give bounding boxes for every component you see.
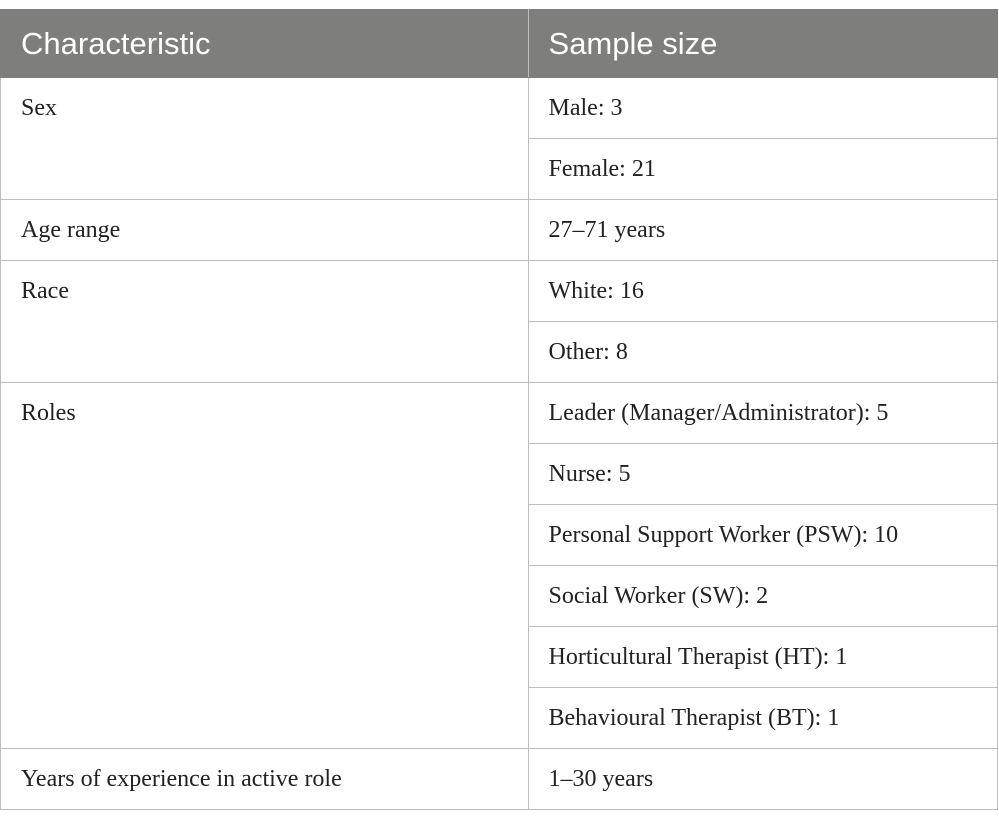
cell-age-range: 27–71 years xyxy=(527,199,999,261)
row-label-sex: Sex xyxy=(0,77,529,200)
header-characteristic: Characteristic xyxy=(0,9,529,78)
table-row: Years of experience in active role 1–30 … xyxy=(0,748,999,810)
cell-sex-male: Male: 3 xyxy=(527,77,999,139)
header-row: Characteristic Sample size xyxy=(0,9,999,78)
row-label-experience: Years of experience in active role xyxy=(0,748,529,810)
table-body: Sex Male: 3 Female: 21 Age range 27–71 y… xyxy=(0,77,999,810)
cell-role-leader: Leader (Manager/Administrator): 5 xyxy=(527,382,999,444)
table-row: Race White: 16 xyxy=(0,260,999,383)
table-row: Horticultural Therapist (HT): 1 xyxy=(1,626,999,688)
cell-role-sw: Social Worker (SW): 2 xyxy=(527,565,999,627)
row-label-race: Race xyxy=(0,260,529,383)
header-sample-size: Sample size xyxy=(527,9,999,78)
cell-role-psw: Personal Support Worker (PSW): 10 xyxy=(527,504,999,566)
cell-role-nurse: Nurse: 5 xyxy=(527,443,999,505)
row-label-age: Age range xyxy=(0,199,529,261)
table-row: Nurse: 5 xyxy=(1,443,999,505)
cell-race-white: White: 16 xyxy=(527,260,999,322)
table-row: Sex Male: 3 xyxy=(0,77,999,200)
cell-sex-female: Female: 21 xyxy=(527,138,999,200)
row-label-roles: Roles xyxy=(0,382,529,749)
cell-role-bt: Behavioural Therapist (BT): 1 xyxy=(527,687,999,749)
table-row: Age range 27–71 years xyxy=(0,199,999,261)
table-header: Characteristic Sample size xyxy=(0,9,999,78)
cell-race-other: Other: 8 xyxy=(527,321,999,383)
cell-role-ht: Horticultural Therapist (HT): 1 xyxy=(527,626,999,688)
cell-experience: 1–30 years xyxy=(527,748,999,810)
table-row: Roles Leader (Manager/Administrator): 5 xyxy=(0,382,999,749)
table-row: Female: 21 xyxy=(1,138,999,200)
table-row: Other: 8 xyxy=(1,321,999,383)
characteristics-table: Characteristic Sample size Sex Male: 3 F… xyxy=(0,9,999,810)
